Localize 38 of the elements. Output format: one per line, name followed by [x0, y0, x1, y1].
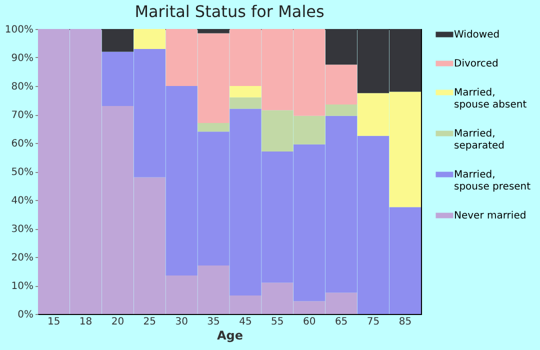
y-tick-label: 70%: [11, 110, 34, 121]
x-tick-label: 15: [47, 316, 60, 328]
x-tick-label: 60: [302, 316, 316, 328]
bar: [230, 97, 262, 109]
legend-label: Never married: [454, 210, 526, 222]
bar: [325, 104, 358, 116]
y-tick-label: 50%: [11, 167, 34, 178]
x-tick-label: 35: [207, 316, 220, 328]
legend-label: Married, spouse absent: [454, 88, 527, 110]
bar: [198, 29, 230, 34]
x-tick-label: 85: [398, 316, 412, 328]
x-axis-title: Age: [216, 328, 244, 342]
bar: [198, 123, 230, 132]
bar: [134, 29, 166, 49]
y-tick-label: 20%: [11, 252, 34, 264]
bar: [230, 86, 262, 98]
legend-label: Widowed: [454, 30, 500, 40]
y-tick-label: 40%: [11, 196, 34, 206]
y-tick-label: 30%: [11, 224, 34, 235]
x-tick-label: 25: [143, 316, 156, 328]
y-tick-label: 0%: [18, 310, 34, 320]
y-tick-label: 10%: [11, 281, 34, 292]
legend-label: Married, separated: [454, 128, 504, 152]
x-tick-label: 18: [79, 316, 92, 328]
x-tick-label: 45: [239, 316, 252, 328]
legend-label: Divorced: [454, 58, 498, 70]
y-tick-label: 100%: [4, 24, 34, 36]
x-tick-label: 55: [271, 316, 284, 328]
x-tick-label: 20: [111, 316, 124, 328]
bar: [102, 29, 134, 52]
x-tick-label: 65: [334, 316, 348, 328]
y-tick-label: 80%: [11, 82, 34, 92]
x-tick-label: 30: [175, 316, 188, 328]
chart-title: Marital Status for Males: [134, 2, 324, 21]
legend-label: Married, spouse present: [454, 170, 531, 192]
y-tick-label: 90%: [11, 53, 34, 64]
y-tick-label: 60%: [11, 138, 34, 150]
x-tick-label: 75: [366, 316, 380, 328]
